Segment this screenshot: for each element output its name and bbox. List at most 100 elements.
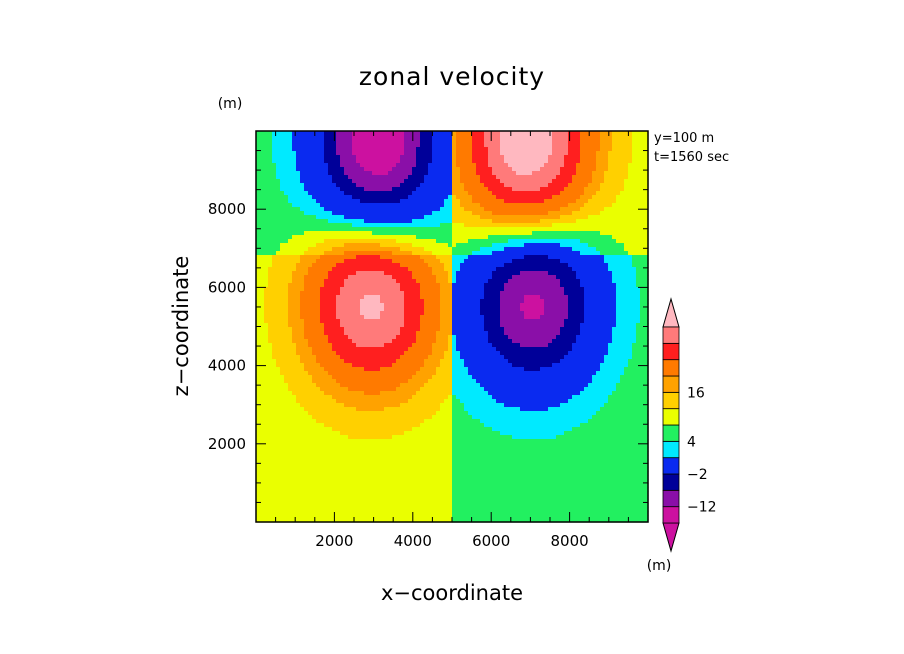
contour-cell <box>356 271 385 276</box>
contour-cell <box>256 327 269 332</box>
contour-cell <box>440 359 453 364</box>
contour-cell <box>452 235 489 240</box>
contour-cell <box>256 463 453 468</box>
contour-cell <box>580 147 601 152</box>
contour-cell <box>356 343 385 348</box>
contour-cell <box>504 287 565 292</box>
contour-cell <box>624 179 649 184</box>
contour-cell <box>484 327 505 332</box>
contour-cell <box>364 315 381 320</box>
contour-cell <box>256 451 453 456</box>
contour-cell <box>432 151 453 156</box>
contour-cell <box>300 355 317 360</box>
contour-cell <box>256 431 341 436</box>
contour-cell <box>452 147 457 152</box>
contour-cell <box>292 327 305 332</box>
contour-cell <box>268 323 289 328</box>
contour-cell <box>492 171 517 176</box>
contour-cell <box>452 311 481 316</box>
contour-cell <box>324 283 345 288</box>
contour-cell <box>420 295 441 300</box>
contour-cell <box>604 207 649 212</box>
contour-cell <box>344 191 413 196</box>
contour-cell <box>316 215 345 220</box>
contour-cell <box>452 511 649 516</box>
contour-cell <box>288 195 313 200</box>
contour-cell <box>276 163 297 168</box>
contour-cell <box>608 163 629 168</box>
contour-cell <box>272 347 297 352</box>
contour-cell <box>356 155 401 160</box>
contour-cell <box>256 399 297 404</box>
contour-cell <box>360 299 381 304</box>
contour-cell <box>452 483 649 488</box>
contour-cell <box>424 307 441 312</box>
contour-cell <box>416 163 429 168</box>
contour-cell <box>328 219 365 224</box>
contour-cell <box>364 167 393 172</box>
contour-cell <box>548 255 605 260</box>
contour-cell <box>452 195 457 200</box>
contour-cell <box>384 303 405 308</box>
contour-cell <box>456 163 477 168</box>
contour-cell <box>440 299 453 304</box>
contour-cell <box>432 135 453 140</box>
contour-cell <box>296 155 325 160</box>
contour-cell <box>472 195 497 200</box>
contour-cell <box>612 331 637 336</box>
contour-cell <box>416 279 437 284</box>
contour-cell <box>592 171 605 176</box>
contour-cell <box>360 199 401 204</box>
contour-cell <box>316 383 341 388</box>
contour-cell <box>472 155 489 160</box>
contour-cell <box>300 291 321 296</box>
contour-cell <box>256 347 273 352</box>
contour-cell <box>488 163 509 168</box>
contour-cell <box>620 379 649 384</box>
contour-cell <box>308 371 329 376</box>
contour-cell <box>572 179 593 184</box>
contour-cell <box>256 471 453 476</box>
contour-cell <box>332 247 401 252</box>
y-axis-label: z−coordinate <box>169 256 193 397</box>
contour-cell <box>340 291 405 296</box>
contour-cell <box>580 331 613 336</box>
contour-cell <box>400 263 429 268</box>
contour-cell <box>484 143 501 148</box>
contour-cell <box>336 351 405 356</box>
contour-cell <box>464 187 489 192</box>
contour-cell <box>452 263 461 268</box>
contour-cell <box>272 151 297 156</box>
contour-cell <box>256 255 273 260</box>
contour-cell <box>440 295 453 300</box>
contour-cell <box>256 211 305 216</box>
contour-cell <box>452 159 457 164</box>
contour-cell <box>420 327 441 332</box>
contour-cell <box>452 403 465 408</box>
contour-cell <box>408 399 445 404</box>
contour-cell <box>624 183 649 188</box>
contour-cell <box>264 315 289 320</box>
contour-cell <box>320 295 337 300</box>
contour-cell <box>592 379 621 384</box>
contour-cell <box>256 279 269 284</box>
contour-cell <box>360 311 381 316</box>
contour-cell <box>256 199 289 204</box>
colorbar-band <box>662 473 680 491</box>
contour-cell <box>480 383 589 388</box>
contour-cell <box>492 167 513 172</box>
contour-cell <box>424 311 441 316</box>
contour-cell <box>616 291 641 296</box>
contour-cell <box>256 483 453 488</box>
contour-cell <box>268 331 293 336</box>
contour-cell <box>640 295 649 300</box>
x-tick-label: 2000 <box>315 532 353 550</box>
contour-cell <box>256 243 281 248</box>
contour-cell <box>288 307 301 312</box>
contour-cell <box>440 307 453 312</box>
contour-cell <box>464 403 505 408</box>
contour-cell <box>496 347 573 352</box>
contour-cell <box>340 355 401 360</box>
contour-cell <box>256 227 453 232</box>
contour-cell <box>616 239 649 244</box>
